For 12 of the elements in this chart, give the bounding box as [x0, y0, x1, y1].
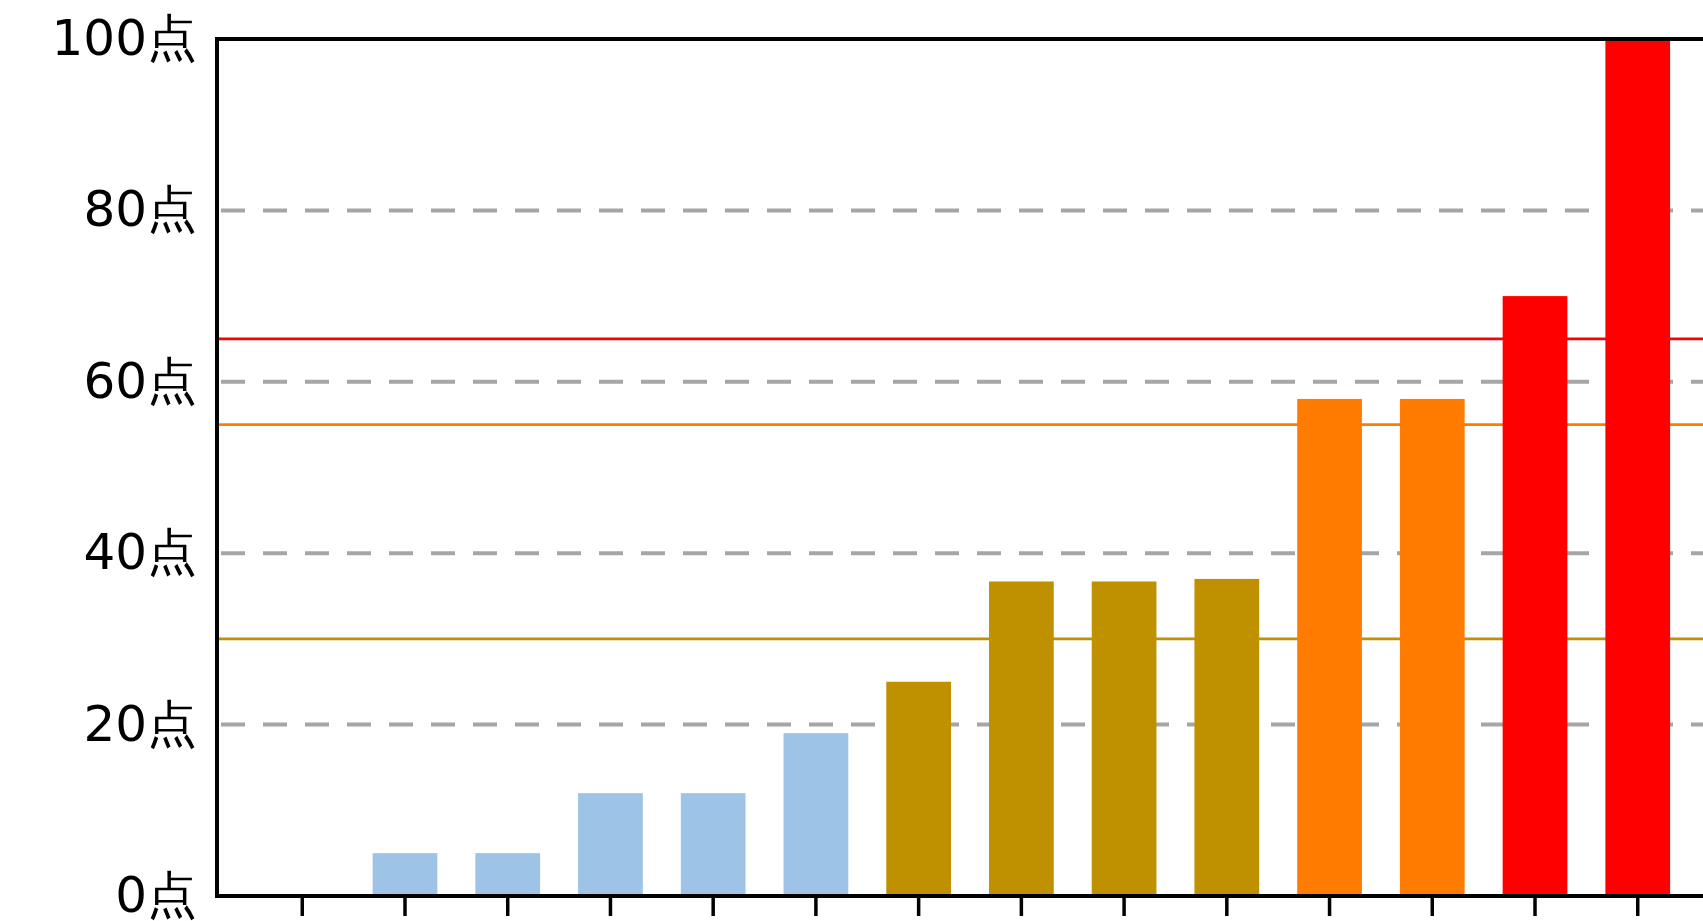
bar [578, 793, 643, 896]
y-tick-label: 100点 [51, 9, 197, 67]
bar [475, 853, 541, 896]
y-tick-label: 80点 [83, 180, 197, 239]
bar [372, 853, 438, 896]
bar [886, 681, 951, 896]
y-tick-label: 0点 [115, 866, 197, 921]
y-tick-label: 20点 [83, 694, 197, 753]
bar [783, 733, 849, 896]
bar [680, 793, 746, 896]
y-tick-label: 60点 [83, 351, 197, 410]
y-tick-label: 40点 [83, 523, 197, 582]
